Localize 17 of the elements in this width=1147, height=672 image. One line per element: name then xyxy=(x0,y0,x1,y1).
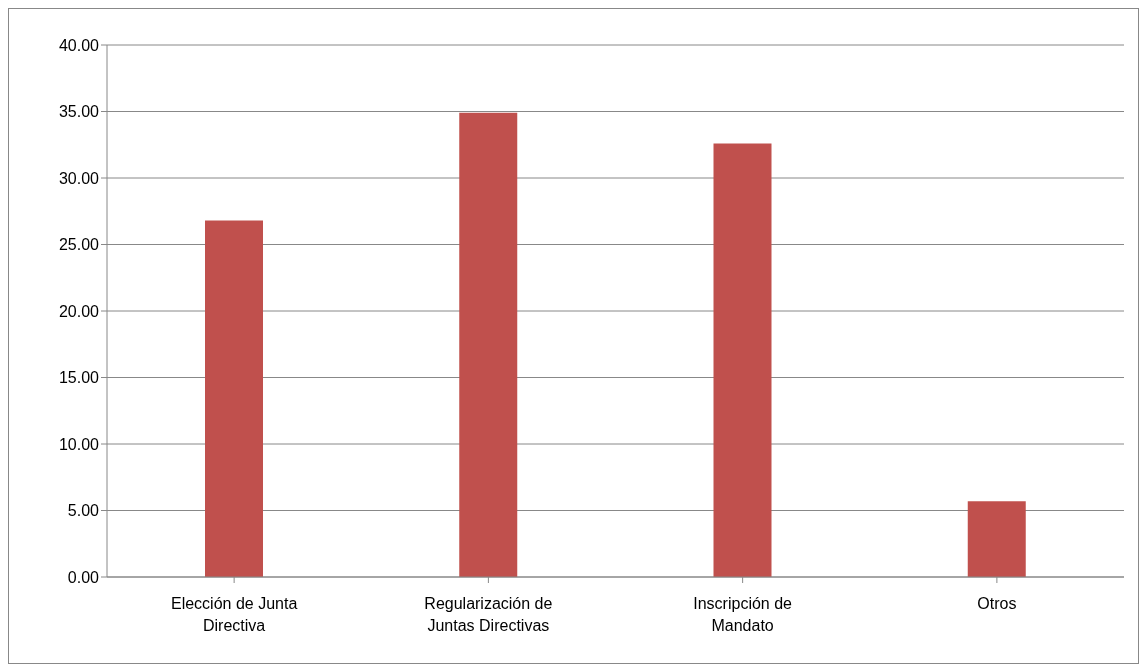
y-tick-label: 15.00 xyxy=(58,369,100,387)
bar xyxy=(967,501,1026,577)
y-tick-label: 20.00 xyxy=(58,302,100,320)
x-tick-label: Elección de Junta Directiva xyxy=(170,595,298,634)
y-tick-label: 40.00 xyxy=(58,36,100,54)
bar xyxy=(459,112,518,577)
y-tick-label: 5.00 xyxy=(67,502,100,520)
y-tick-label: 35.00 xyxy=(58,103,100,121)
y-tick-label: 25.00 xyxy=(58,236,100,254)
x-tick-label: Regularización de Juntas Directivas xyxy=(424,595,553,634)
y-tick-label: 10.00 xyxy=(58,435,100,453)
bar xyxy=(713,143,772,577)
bar xyxy=(205,220,263,577)
y-tick-label: 0.00 xyxy=(67,568,100,586)
y-tick-label: 30.00 xyxy=(58,169,100,187)
x-tick-label: Otros xyxy=(977,595,1017,612)
x-tick-label: Inscripción de Mandato xyxy=(693,595,793,634)
